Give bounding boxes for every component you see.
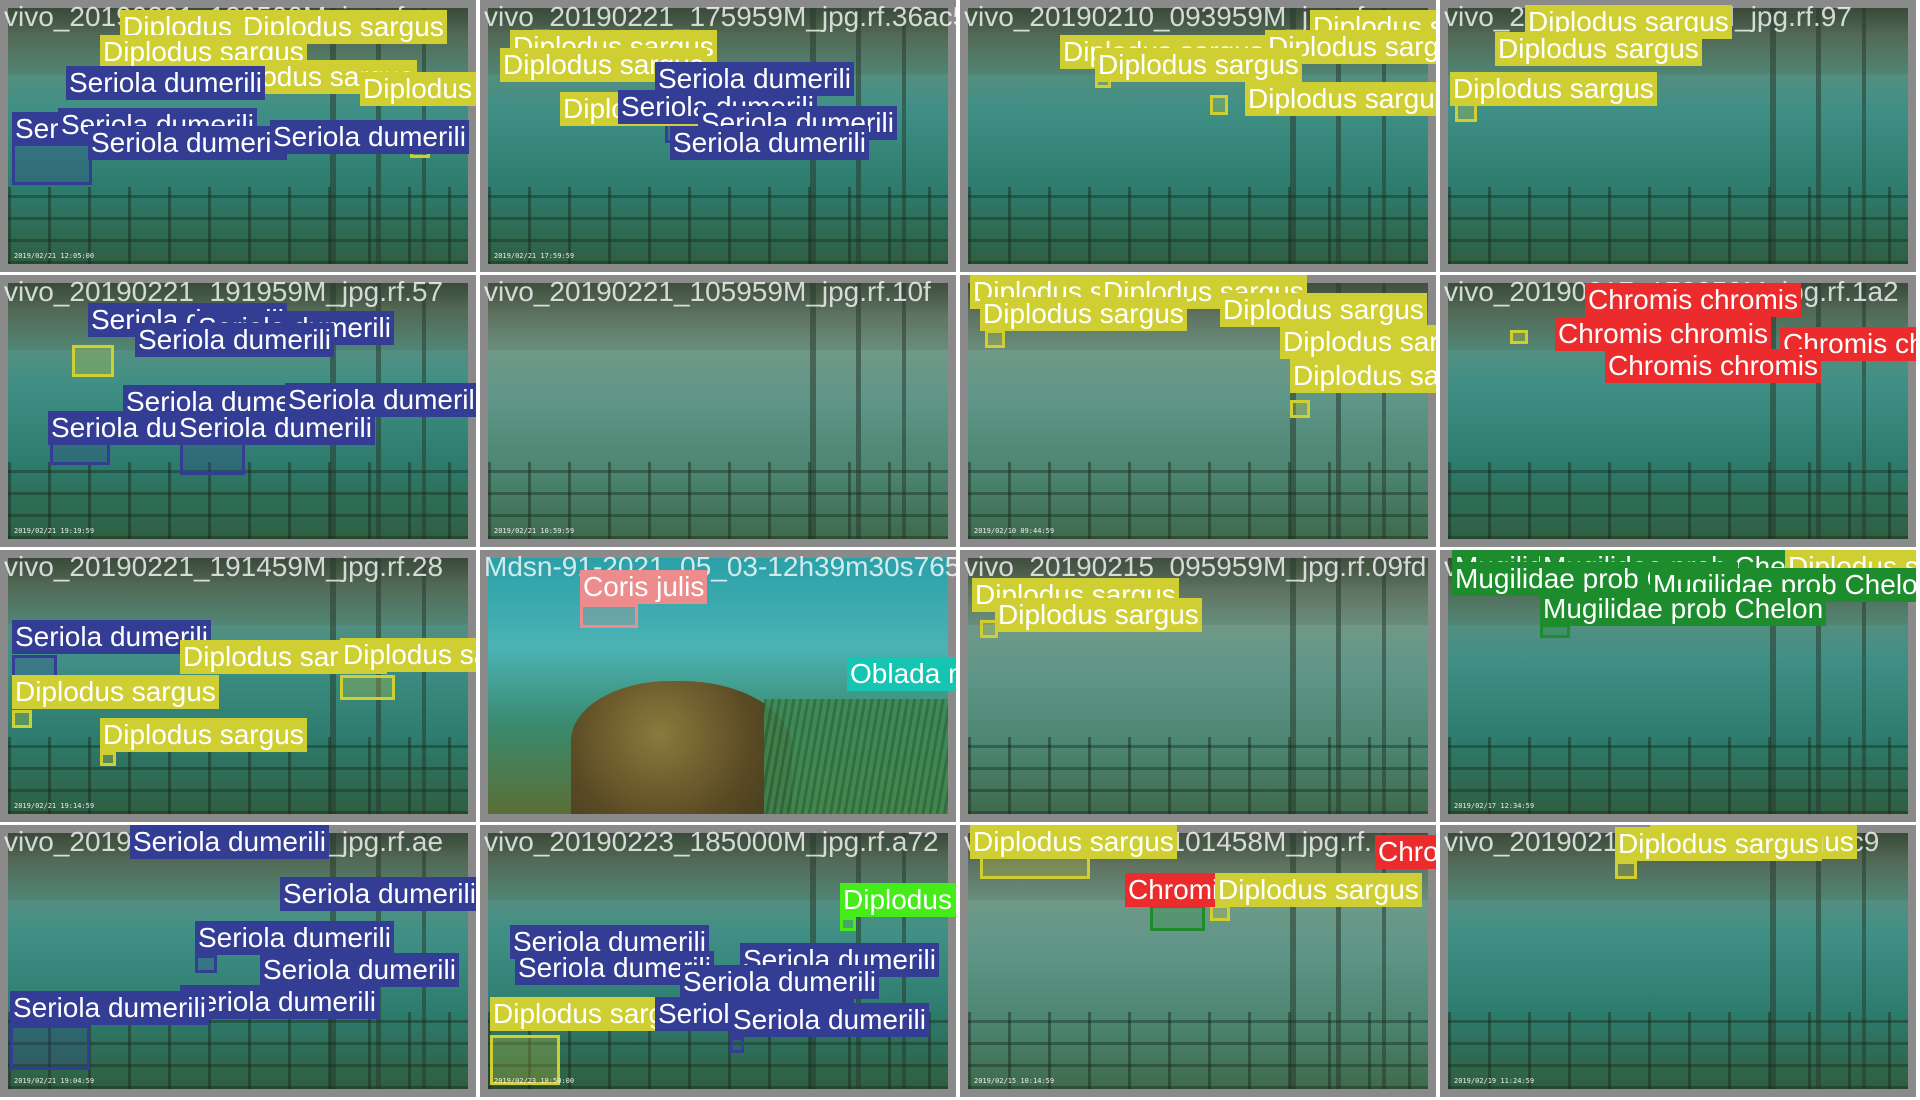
detection-label: Chromis chromis	[1585, 283, 1802, 317]
bounding-box-vulgaris	[840, 917, 856, 931]
bounding-box-seriola	[195, 955, 217, 973]
tile-filename: vivo_20190215_095959M_jpg.rf.09fd	[964, 551, 1427, 582]
bounding-box-sargus	[985, 330, 1005, 348]
image-tile: vivo_20190221_190459M_jpg.rf.ae2019/02/2…	[0, 825, 476, 1097]
image-tile: vivo_20190219_112459M_jpg.rf.c92019/02/1…	[1440, 825, 1916, 1097]
bounding-box-sargus	[1290, 400, 1310, 418]
detection-label: Diplodus sargus	[1290, 359, 1436, 393]
bounding-box-sargus	[1615, 861, 1637, 879]
detection-label: Seriola dumerili	[135, 323, 334, 357]
frame-timestamp: 2019/02/21 17:59:59	[494, 252, 575, 260]
detection-label: Diplodus sargus	[360, 72, 476, 106]
detection-label: Seriola dumerili	[260, 953, 459, 987]
detection-label: Diplodus sargus	[1450, 72, 1657, 106]
detection-label: Seriola dumerili	[270, 120, 469, 154]
image-tile: vivo_20190221_191959M_jpg.rf.57 2019/02/2…	[0, 275, 476, 547]
tile-filename: vivo_20190223_185000M_jpg.rf.a72	[484, 826, 939, 857]
bounding-box-sargus	[12, 710, 32, 728]
detection-label: Diplodus sargus	[1245, 82, 1436, 116]
tile-filename: vivo_20190210_093959M_jpg.rf.	[964, 1, 1372, 32]
tile-filename: vivo_20190221_105959M_jpg.rf.10f	[484, 276, 931, 307]
detection-label: Diplodus sargus	[970, 825, 1177, 859]
detection-label: Diplodus sargus	[1220, 293, 1427, 327]
image-tile: vivo_20190210_9700M_jpg.rf.97Diplodus sa…	[1440, 0, 1916, 272]
image-tile: vivo_20190221_120500M_jpg.rf.2019/02/21 …	[0, 0, 476, 272]
detection-label: Coris julis	[580, 570, 708, 604]
tile-filename: Mdsn-91-2021_05_03-12h39m30s765	[484, 551, 956, 582]
detection-label: Diplodus sargus	[1095, 48, 1302, 82]
frame-timestamp: 2019/02/17 12:34:59	[1454, 802, 1535, 810]
detection-label: Chromis chromis	[1375, 835, 1436, 869]
frame-timestamp: 2019/02/21 19:04:59	[14, 1077, 95, 1085]
bounding-box-sargus	[340, 675, 395, 700]
frame-timestamp: 2019/02/19 11:24:59	[1454, 1077, 1535, 1085]
frame-timestamp: 2019/02/23 18:50:00	[494, 1077, 575, 1085]
tile-filename: vivo_20190221_191959M_jpg.rf.57	[4, 276, 444, 307]
detection-label: Chromis chromis	[1605, 349, 1822, 383]
bounding-box-sargus	[1210, 95, 1228, 115]
bounding-box-sargus	[72, 345, 114, 377]
frame-timestamp: 2019/02/15 10:14:59	[974, 1077, 1055, 1085]
frame-timestamp: 2019/02/21 19:14:59	[14, 802, 95, 810]
bounding-box-mugil	[1540, 624, 1570, 638]
tile-filename: vivo_20190221_191459M_jpg.rf.28	[4, 551, 444, 582]
detection-label: Seriola dumerili	[12, 620, 211, 654]
image-tile: vivo_20190221_191459M_jpg.rf.28 2019/02/2…	[0, 550, 476, 822]
detection-label: Seriola dumerili	[680, 965, 879, 999]
image-tile: vivo_20190215_101458M_jpg.rf.2019/02/15 …	[960, 825, 1436, 1097]
detection-label: Diplodus sargus	[100, 718, 307, 752]
detection-label: Seriola dumerili	[280, 877, 476, 911]
image-tile: vivo_20190223_185000M_jpg.rf.a72 2019/02/…	[480, 825, 956, 1097]
image-tile: 2019/02/10 09:44:59 Diplodus sargus Diplod…	[960, 275, 1436, 547]
tile-filename: vivo_20190221_175959M_jpg.rf.36ac56520	[484, 1, 956, 32]
detection-label: Mugilidae prob Chelon	[1540, 592, 1827, 626]
detection-label: Seriola dumerili	[88, 126, 287, 160]
detection-label: Seriola dumerili	[195, 921, 394, 955]
image-tile: vivo_20190221_105959M_jpg.rf.10f 2019/02/…	[480, 275, 956, 547]
image-tile: vivo_20190215_095959M_jpg.rf.09fd Diplodu…	[960, 550, 1436, 822]
detection-label: Seriola dumerili	[130, 825, 329, 859]
bounding-box-seriola	[730, 1037, 744, 1053]
detection-label: Diplodus sargus	[980, 297, 1187, 331]
detection-label: Diplodus vulgaris	[840, 883, 956, 917]
image-tile: vivo_20190217_173959M_jpg.rf.1a2Chromis …	[1440, 275, 1916, 547]
detection-label: Chromis chromis	[1555, 317, 1772, 351]
image-tile: vivo_20190217_123459M_jpg.rf.2019/02/17 …	[1440, 550, 1916, 822]
bounding-box-coris	[580, 604, 638, 628]
detection-label: Oblada melanura	[847, 657, 956, 691]
frame-timestamp: 2019/02/10 09:44:59	[974, 527, 1055, 535]
detection-label: Diplodus sargus	[340, 638, 476, 672]
frame-timestamp: 2019/02/21 10:59:59	[494, 527, 575, 535]
bounding-box-sargus	[100, 752, 116, 766]
detection-label: Seriola dumerili	[66, 66, 265, 100]
detection-label: Diplodus sargus	[1615, 827, 1822, 861]
bounding-box-sargus	[1210, 905, 1230, 921]
bounding-box-seriola	[10, 1025, 90, 1070]
image-tile: vivo_20190210_093959M_jpg.rf. Diplodus sa…	[960, 0, 1436, 272]
underwater-photo	[488, 283, 948, 539]
bounding-box-sargus	[490, 1035, 560, 1085]
detection-label: Seriola dumerili	[730, 1003, 929, 1037]
detection-label: Seriola dumerili	[10, 991, 209, 1025]
bounding-box-mugil	[1150, 905, 1205, 931]
image-tile: vivo_20190221_175959M_jpg.rf.36ac56520 20…	[480, 0, 956, 272]
detection-label: Diplodus sargus	[1215, 873, 1422, 907]
bounding-box-sargus	[1510, 330, 1528, 344]
detection-label: Diplodus sargus	[1280, 325, 1436, 359]
image-tile: Mdsn-91-2021_05_03-12h39m30s765 Coris jul…	[480, 550, 956, 822]
detection-label: Diplodus sargus	[995, 598, 1202, 632]
detection-label: Seriola dumerili	[180, 985, 379, 1019]
frame-timestamp: 2019/02/21 19:19:59	[14, 527, 95, 535]
detection-label: Diplodus sargus	[1495, 32, 1702, 66]
detection-label: Diplodus sargus	[12, 675, 219, 709]
detection-label: Seriola dumerili	[670, 126, 869, 160]
frame-timestamp: 2019/02/21 12:05:00	[14, 252, 95, 260]
underwater-photo	[1448, 833, 1908, 1089]
detection-label: Seriola dumerili	[176, 411, 375, 445]
